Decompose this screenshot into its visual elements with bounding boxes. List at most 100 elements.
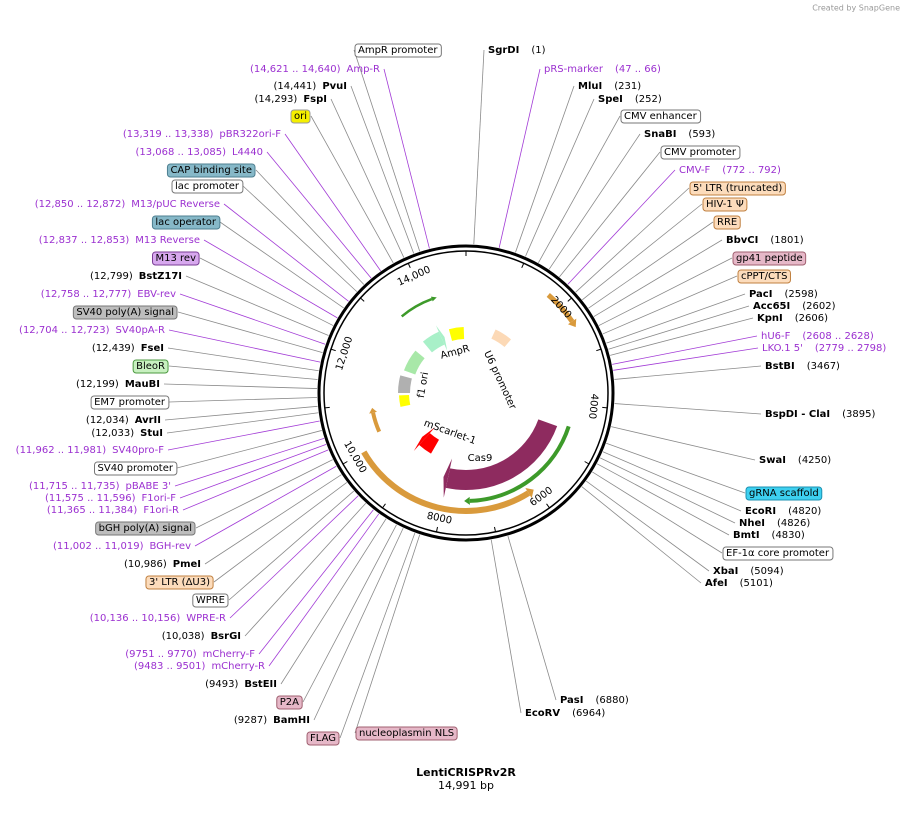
label-position: (10,986) xyxy=(124,559,167,570)
label: (13,068 .. 13,085) L4440 xyxy=(135,147,263,158)
cas9-arrow-head xyxy=(443,458,453,498)
label-box xyxy=(737,269,791,284)
label: SwaI (4250) xyxy=(759,455,831,466)
label-position: (231) xyxy=(614,81,641,92)
label: SnaBI (593) xyxy=(644,129,715,140)
label-name: M13 Reverse xyxy=(135,235,200,246)
labels: AmpR promoter SgrDI (1) (14,621 .. 14,640) A… xyxy=(16,43,886,746)
label: (12,034) AvrII xyxy=(86,415,161,426)
label: RRE xyxy=(717,217,737,228)
label-position: (2598) xyxy=(784,289,817,300)
label: cPPT/CTS xyxy=(741,271,787,282)
label: (14,441) PvuI xyxy=(274,81,347,92)
cas-arc xyxy=(469,425,571,503)
label: 3' LTR (ΔU3) xyxy=(149,577,210,588)
leader-line xyxy=(168,397,318,403)
ring-tick-label: 14,000 xyxy=(396,264,432,288)
label: lac promoter xyxy=(175,181,240,192)
label-name: bGH poly(A) signal xyxy=(99,523,192,534)
leader-line xyxy=(339,532,416,739)
label: (12,033) StuI xyxy=(91,428,163,439)
label-box xyxy=(745,486,823,501)
leader-line xyxy=(548,133,641,270)
label-position: (12,033) xyxy=(91,428,134,439)
leader-line xyxy=(507,535,557,701)
label: PacI (2598) xyxy=(749,289,818,300)
label-position: (4820) xyxy=(788,506,821,517)
leader-line xyxy=(613,347,759,371)
label-name: F1ori-F xyxy=(142,493,177,504)
label: BstBI (3467) xyxy=(765,361,840,372)
leader-line xyxy=(611,426,756,461)
label: FLAG xyxy=(310,733,336,744)
label-position: (14,293) xyxy=(255,94,298,105)
label-position: (2602) xyxy=(802,301,835,312)
label-name: FspI xyxy=(303,94,327,105)
label-position: (9493) xyxy=(205,679,238,690)
leader-line xyxy=(182,449,329,511)
mscarlet-block xyxy=(419,433,440,454)
label-name: mCherry-R xyxy=(211,661,265,672)
mscarlet-block-head xyxy=(413,427,436,451)
ring-tick xyxy=(493,526,497,533)
leader-line xyxy=(164,405,318,421)
label-name: MluI xyxy=(578,81,602,92)
ring-tick-label: 8000 xyxy=(426,511,453,527)
label: NheI (4826) xyxy=(739,518,810,529)
label-name: RRE xyxy=(717,217,737,228)
leader-line xyxy=(163,383,318,389)
ampr-block xyxy=(422,331,445,353)
label-box xyxy=(354,43,442,58)
label: (12,199) MauBI xyxy=(76,379,160,390)
label: PasI (6880) xyxy=(560,695,629,706)
label-name: SnaBI xyxy=(644,129,676,140)
label-name: BleoR xyxy=(136,361,165,372)
leader-line xyxy=(228,490,355,601)
f1-block xyxy=(403,350,425,375)
label: XbaI (5094) xyxy=(713,566,784,577)
label-name: PvuI xyxy=(322,81,347,92)
label-box xyxy=(620,109,702,124)
leader-line xyxy=(490,539,522,714)
leader-line xyxy=(538,115,621,263)
leader-line xyxy=(585,480,710,572)
ring-tick xyxy=(324,406,330,409)
label-position: (9751 .. 9770) xyxy=(125,649,197,660)
label-position: (14,621 .. 14,640) xyxy=(250,64,341,75)
label-name: ori xyxy=(294,111,307,122)
label-box xyxy=(660,145,741,160)
label-name: AmpR promoter xyxy=(358,45,438,56)
label: (11,575 .. 11,596) F1ori-F xyxy=(45,493,176,504)
label: P2A xyxy=(280,697,299,708)
label-box xyxy=(290,109,311,124)
leader-line xyxy=(592,471,723,554)
leader-line xyxy=(174,437,325,487)
label-position: (10,038) xyxy=(162,631,205,642)
leader-line xyxy=(606,442,746,494)
leader-line xyxy=(199,257,334,326)
label-name: 5' LTR (truncated) xyxy=(693,183,782,194)
leader-line xyxy=(593,239,723,317)
leader-line xyxy=(602,451,742,512)
ring-tick xyxy=(407,263,411,269)
leader-line xyxy=(608,305,750,350)
label-name: EF-1α core promoter xyxy=(726,548,830,559)
leader-line xyxy=(599,457,736,524)
label-name: P2A xyxy=(280,697,299,708)
label-box xyxy=(192,593,229,608)
label: SgrDI (1) xyxy=(488,45,546,56)
label-name: Acc65I xyxy=(753,301,790,312)
lenti-arc xyxy=(361,450,531,514)
label-name: mCherry-F xyxy=(203,649,256,660)
leader-line xyxy=(353,49,421,252)
label-name: pBR322ori-F xyxy=(219,129,281,140)
leader-line xyxy=(498,68,541,248)
leader-line xyxy=(610,317,754,356)
label-position: (11,715 .. 11,735) xyxy=(29,481,120,492)
label-name: BbvCI xyxy=(726,235,758,246)
label: CAP binding site xyxy=(170,165,252,176)
label-name: MauBI xyxy=(125,379,160,390)
label: BspDI - ClaI (3895) xyxy=(765,409,875,420)
label-position: (593) xyxy=(688,129,715,140)
label-name: cPPT/CTS xyxy=(741,271,787,282)
